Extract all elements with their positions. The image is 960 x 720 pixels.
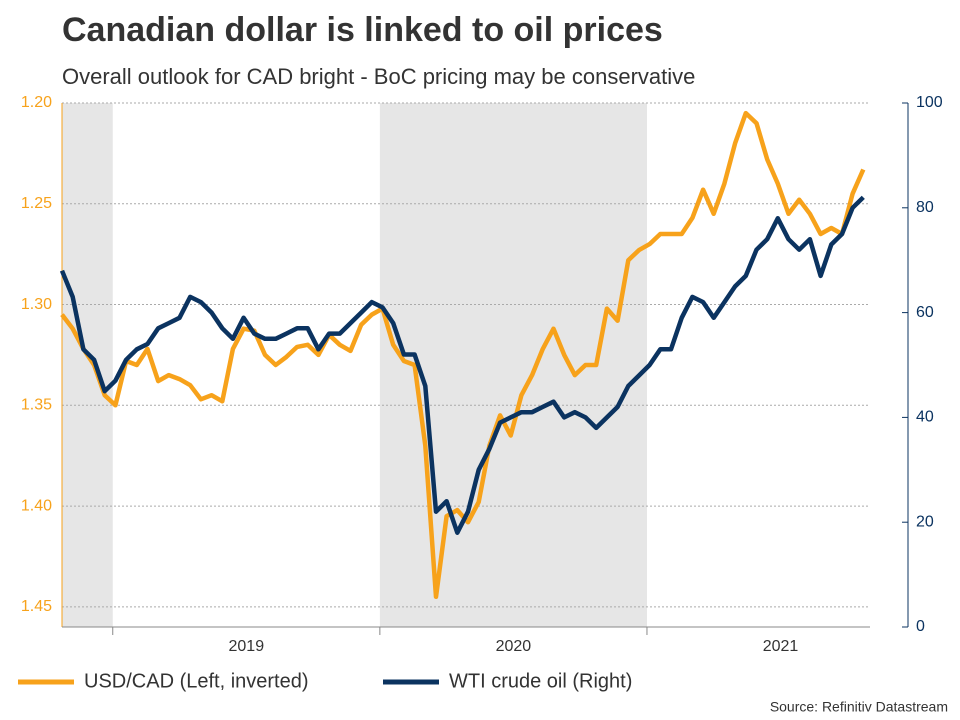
y-tick-label: 1.20 [21, 94, 52, 111]
y-tick-label: 1.45 [21, 598, 52, 615]
y-tick-label: 1.40 [21, 497, 52, 514]
y2-tick-label: 40 [916, 409, 934, 426]
y-tick-label: 1.30 [21, 296, 52, 313]
legend-label: USD/CAD (Left, inverted) [84, 670, 309, 692]
x-tick-label: 2019 [229, 638, 265, 655]
y-tick-label: 1.35 [21, 397, 52, 414]
source-note: Source: Refinitiv Datastream [770, 699, 948, 715]
year-band [62, 103, 113, 627]
chart-title: Canadian dollar is linked to oil prices [62, 11, 663, 49]
y2-tick-label: 60 [916, 304, 934, 321]
y2-tick-label: 20 [916, 513, 934, 530]
y2-tick-label: 80 [916, 199, 934, 216]
y2-tick-label: 0 [916, 618, 925, 635]
chart-subtitle: Overall outlook for CAD bright - BoC pri… [62, 64, 695, 89]
x-tick-label: 2020 [496, 638, 532, 655]
x-tick-label: 2021 [763, 638, 799, 655]
year-band [379, 103, 647, 627]
legend-label: WTI crude oil (Right) [449, 670, 632, 692]
y-tick-label: 1.25 [21, 195, 52, 212]
series-line [59, 195, 865, 535]
series-line [60, 110, 866, 600]
y2-tick-label: 100 [916, 94, 943, 111]
